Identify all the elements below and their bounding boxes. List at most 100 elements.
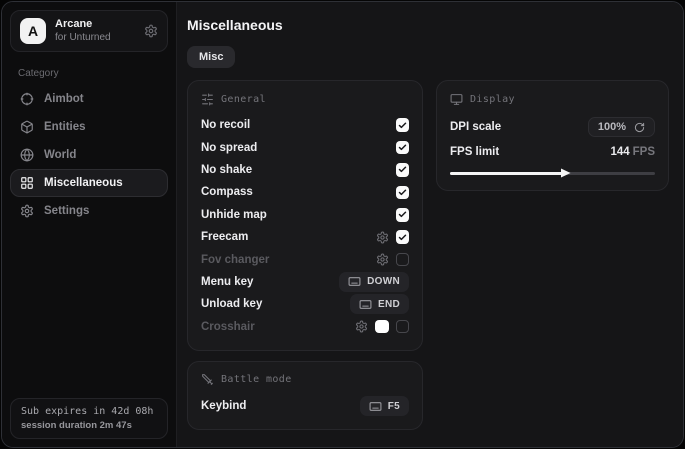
- right-column: Display DPI scale 100% FPS limit 144 FPS: [436, 80, 669, 191]
- gear-icon[interactable]: [376, 253, 389, 266]
- main-content: Miscellaneous Misc General No recoil: [177, 2, 683, 447]
- sidebar-item-aimbot[interactable]: Aimbot: [10, 85, 168, 113]
- setting-label: Freecam: [201, 231, 249, 244]
- setting-label: Unload key: [201, 298, 263, 311]
- gear-icon: [20, 204, 34, 218]
- freecam-checkbox[interactable]: [395, 230, 409, 244]
- crosshair-icon: [20, 92, 34, 106]
- check-icon: [398, 211, 406, 218]
- setting-label: Keybind: [201, 400, 247, 413]
- setting-row-unhide-map: Unhide map: [201, 204, 409, 226]
- sidebar-item-label: Miscellaneous: [44, 177, 123, 190]
- monitor-icon: [450, 93, 463, 106]
- battle-mode-panel: Battle mode Keybind F5: [187, 360, 423, 431]
- sidebar-item-miscellaneous[interactable]: Miscellaneous: [10, 169, 168, 198]
- logo-letter: A: [27, 23, 39, 40]
- brand-name: Arcane: [55, 18, 93, 30]
- page-title: Miscellaneous: [187, 17, 283, 33]
- check-icon: [398, 166, 406, 173]
- display-panel-header: Display: [450, 91, 655, 107]
- setting-label: Unhide map: [201, 208, 267, 221]
- unhide-map-checkbox[interactable]: [395, 208, 409, 222]
- subscription-card: Sub expires in 42d 08h session duration …: [10, 398, 168, 439]
- setting-row-fov-changer: Fov changer: [201, 248, 409, 270]
- setting-label: Compass: [201, 186, 253, 199]
- setting-row-keybind: Keybind F5: [201, 395, 409, 417]
- gear-icon[interactable]: [355, 320, 368, 333]
- gear-icon[interactable]: [376, 231, 389, 244]
- sidebar-item-label: Aimbot: [44, 93, 84, 106]
- setting-row-dpi-scale: DPI scale 100%: [450, 114, 655, 140]
- slider-thumb[interactable]: [560, 168, 571, 178]
- no-shake-checkbox[interactable]: [395, 163, 409, 177]
- crosshair-color-swatch[interactable]: [375, 319, 389, 334]
- panels-layout: General No recoil No spread: [187, 80, 669, 431]
- sidebar-item-world[interactable]: World: [10, 141, 168, 169]
- check-icon: [398, 234, 406, 240]
- session-duration-text: session duration 2m 47s: [21, 420, 132, 431]
- sidebar-item-label: Settings: [44, 205, 90, 218]
- sidebar-item-label: Entities: [44, 121, 86, 134]
- grid-icon: [20, 176, 34, 190]
- setting-row-unload-key: Unload key END: [201, 293, 409, 315]
- no-recoil-checkbox[interactable]: [395, 118, 409, 132]
- display-panel: Display DPI scale 100% FPS limit 144 FPS: [436, 80, 669, 191]
- tab-bar: Misc: [187, 46, 669, 68]
- sidebar-item-entities[interactable]: Entities: [10, 113, 168, 141]
- menu-keybind-button[interactable]: DOWN: [339, 271, 409, 292]
- brand-card: A Arcane for Unturned: [10, 10, 168, 53]
- brand-text: Arcane for Unturned: [55, 18, 135, 44]
- gear-icon[interactable]: [144, 24, 158, 38]
- setting-row-compass: Compass: [201, 181, 409, 203]
- globe-icon: [20, 148, 34, 162]
- check-icon: [398, 144, 406, 151]
- setting-label: No recoil: [201, 119, 251, 132]
- keyboard-icon: [348, 277, 361, 287]
- setting-label: No shake: [201, 163, 253, 176]
- keybind-value: END: [377, 298, 400, 310]
- battle-mode-panel-header: Battle mode: [201, 372, 409, 388]
- no-spread-checkbox[interactable]: [395, 140, 409, 155]
- compass-checkbox[interactable]: [395, 185, 409, 200]
- setting-row-no-recoil: No recoil: [201, 114, 409, 136]
- panel-title: Display: [470, 93, 515, 105]
- setting-label: Crosshair: [201, 320, 255, 333]
- dpi-scale-value: 100%: [597, 121, 626, 133]
- check-icon: [398, 122, 406, 128]
- battle-keybind-button[interactable]: F5: [359, 396, 409, 417]
- sidebar-nav: Aimbot Entities World Miscellaneous: [2, 85, 176, 225]
- app-logo: A: [20, 18, 46, 45]
- setting-row-no-spread: No spread: [201, 136, 409, 158]
- panel-title: General: [221, 93, 266, 105]
- check-icon: [398, 189, 406, 195]
- sidebar-item-settings[interactable]: Settings: [10, 197, 168, 225]
- fps-limit-slider[interactable]: [450, 168, 655, 178]
- reset-icon[interactable]: [634, 122, 645, 133]
- setting-row-menu-key: Menu key DOWN: [201, 271, 409, 293]
- fov-changer-checkbox[interactable]: [395, 252, 409, 267]
- crosshair-checkbox[interactable]: [395, 319, 409, 334]
- sword-icon: [201, 373, 214, 386]
- keybind-value: DOWN: [367, 276, 400, 288]
- setting-row-no-shake: No shake: [201, 159, 409, 181]
- left-column: General No recoil No spread: [187, 80, 423, 431]
- setting-label: FPS limit: [450, 146, 500, 158]
- general-panel: General No recoil No spread: [187, 80, 423, 351]
- setting-row-freecam: Freecam: [201, 226, 409, 248]
- sub-expiry-text: Sub expires in 42d 08h: [21, 406, 154, 417]
- sliders-icon: [201, 93, 214, 106]
- setting-row-crosshair: Crosshair: [201, 316, 409, 338]
- tab-misc[interactable]: Misc: [187, 46, 236, 68]
- keyboard-icon: [369, 401, 382, 411]
- setting-label: DPI scale: [450, 121, 502, 133]
- general-panel-header: General: [201, 91, 409, 107]
- dpi-scale-input[interactable]: 100%: [587, 117, 655, 137]
- box-icon: [20, 120, 34, 134]
- sidebar: A Arcane for Unturned Category Aimbot: [2, 2, 177, 447]
- unload-keybind-button[interactable]: END: [349, 294, 409, 315]
- panel-title: Battle mode: [221, 374, 292, 386]
- keyboard-icon: [359, 299, 372, 309]
- setting-label: No spread: [201, 141, 258, 154]
- sidebar-item-label: World: [44, 149, 77, 162]
